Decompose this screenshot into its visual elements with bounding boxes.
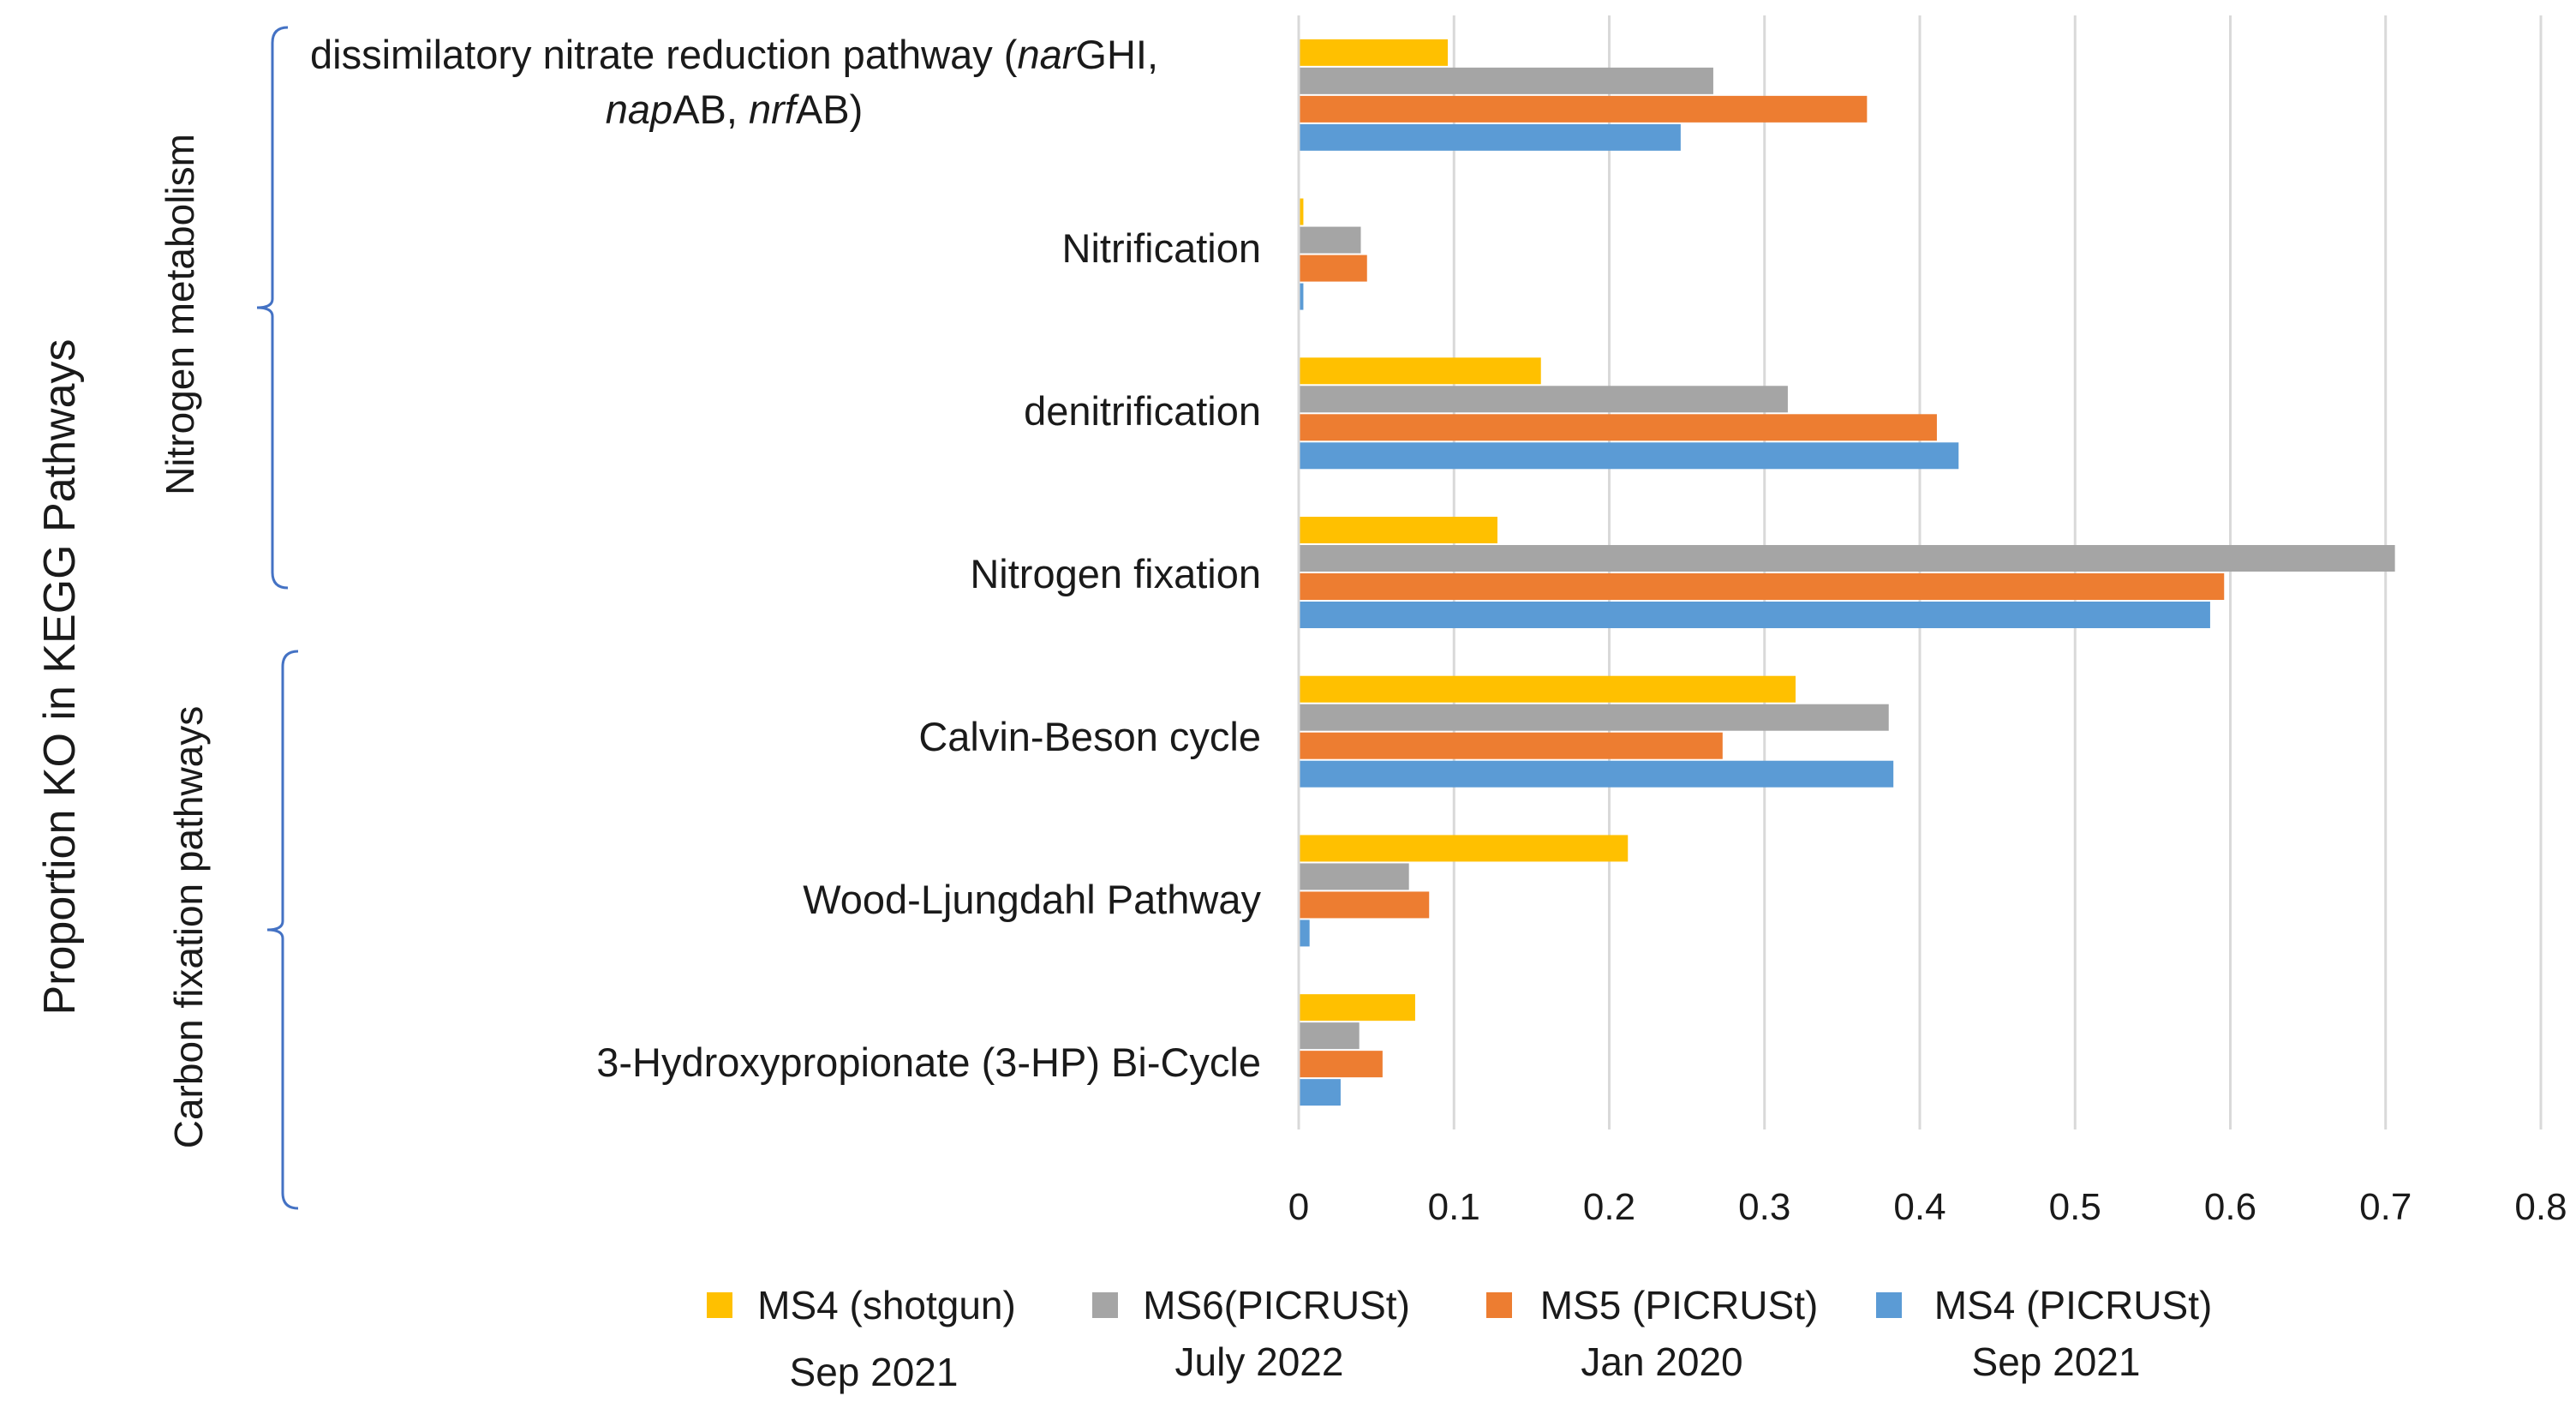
bar-ms6-picrust--5 <box>1299 863 1409 890</box>
x-tick-label: 0.2 <box>1583 1186 1635 1228</box>
legend-date-ms5-picrust: Jan 2020 <box>1581 1339 1743 1384</box>
legend-name-ms4-picrust: MS4 (PICRUSt) <box>1933 1283 2213 1327</box>
bar-ms4-shotgun--6 <box>1299 994 1415 1022</box>
bar-ms5-picrust--6 <box>1299 1051 1383 1078</box>
legend-name-ms5-picrust: MS5 (PICRUSt) <box>1539 1283 1819 1327</box>
x-tick-label: 0.8 <box>2514 1186 2567 1228</box>
x-tick-label: 0.7 <box>2359 1186 2412 1228</box>
bar-ms6-picrust--2 <box>1299 386 1788 413</box>
bar-ms4-shotgun--4 <box>1299 675 1796 703</box>
bar-ms5-picrust--0 <box>1299 95 1868 123</box>
bar-ms4-picrust--1 <box>1299 283 1304 310</box>
category-label-nitrogen-fixation: Nitrogen fixation <box>970 551 1261 596</box>
legend-name-ms4-shotgun: MS4 (shotgun) <box>757 1283 1016 1327</box>
bar-ms4-shotgun--1 <box>1299 198 1304 225</box>
legend-item-ms5-picrust: MS5 (PICRUSt) Jan 2020 <box>1486 1277 1833 1390</box>
legend-item-ms4-picrust: MS4 (PICRUSt) Sep 2021 <box>1876 1277 2236 1390</box>
x-tick-label: 0.6 <box>2204 1186 2256 1228</box>
x-tick-label: 0.4 <box>1893 1186 1945 1228</box>
x-tick-label: 0.5 <box>2049 1186 2101 1228</box>
bar-ms6-picrust--6 <box>1299 1022 1360 1050</box>
x-tick-label: 0 <box>1288 1186 1309 1228</box>
legend-swatch-ms4-shotgun <box>707 1292 732 1318</box>
bar-ms4-picrust--3 <box>1299 602 2210 628</box>
bracket-nitrogen-metabolism <box>256 26 289 590</box>
category-label-calvin-beson: Calvin-Beson cycle <box>918 714 1261 759</box>
legend-date-ms6-picrust: July 2022 <box>1174 1339 1344 1384</box>
x-tick-label: 0.1 <box>1428 1186 1480 1228</box>
bar-ms4-shotgun--3 <box>1299 517 1497 543</box>
bar-ms4-picrust--6 <box>1299 1079 1341 1106</box>
bar-ms4-shotgun--5 <box>1299 835 1629 862</box>
legend-swatch-ms4-picrust <box>1876 1292 1902 1318</box>
bar-ms5-picrust--5 <box>1299 891 1430 919</box>
category-label-denitrification: denitrification <box>1024 388 1261 434</box>
bar-ms5-picrust--1 <box>1299 255 1367 282</box>
bar-ms4-shotgun--0 <box>1299 39 1448 66</box>
bracket-carbon-fixation <box>266 650 299 1210</box>
bar-ms5-picrust--4 <box>1299 732 1723 759</box>
legend-swatch-ms5-picrust <box>1486 1292 1512 1318</box>
bar-ms4-picrust--0 <box>1299 123 1681 151</box>
bar-ms6-picrust--0 <box>1299 67 1713 94</box>
bar-ms6-picrust--4 <box>1299 704 1889 731</box>
y-axis-title: Proportion KO in KEGG Pathways <box>35 339 85 1016</box>
bar-ms6-picrust--1 <box>1299 226 1361 254</box>
legend-date-ms4-picrust: Sep 2021 <box>1971 1339 2141 1384</box>
bar-ms5-picrust--3 <box>1299 573 2225 600</box>
legend-item-ms6-picrust: MS6(PICRUSt) July 2022 <box>1088 1277 1431 1390</box>
legend-date-ms4-shotgun: Sep 2021 <box>789 1350 959 1394</box>
category-label-dissimilatory-nitrate: dissimilatory nitrate reduction pathway … <box>309 32 1159 132</box>
bar-ms4-picrust--4 <box>1299 760 1894 788</box>
bar-ms4-shotgun--2 <box>1299 357 1541 385</box>
legend-swatch-ms6-picrust <box>1092 1292 1118 1318</box>
x-tick-label: 0.3 <box>1738 1186 1790 1228</box>
bar-ms4-picrust--5 <box>1299 920 1310 947</box>
legend-item-ms4-shotgun: MS4 (shotgun) Sep 2021 <box>694 1277 1054 1400</box>
bar-ms4-picrust--2 <box>1299 442 1959 470</box>
legend-name-ms6-picrust: MS6(PICRUSt) <box>1143 1283 1410 1327</box>
bar-ms6-picrust--3 <box>1299 545 2395 572</box>
group-label-carbon-fixation: Carbon fixation pathways <box>166 705 211 1149</box>
category-label-nitrification: Nitrification <box>1061 225 1261 271</box>
category-label-3hp-bicycle: 3-Hydroxypropionate (3-HP) Bi-Cycle <box>596 1040 1261 1085</box>
bar-ms5-picrust--2 <box>1299 414 1937 441</box>
group-label-nitrogen-metabolism: Nitrogen metabolism <box>158 134 202 495</box>
category-label-wood-ljungdahl: Wood-Ljungdahl Pathway <box>803 877 1261 922</box>
